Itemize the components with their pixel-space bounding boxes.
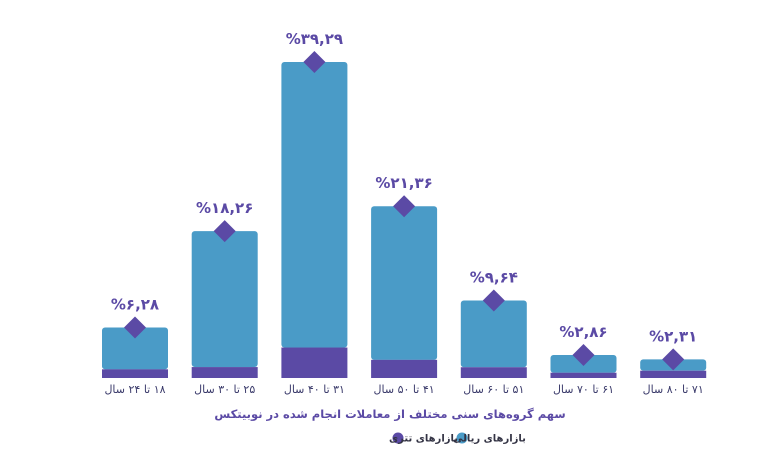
bar-rial-5	[460, 300, 527, 368]
chart-title: سهم گروه‌های سنی مختلف از معاملات انجام …	[214, 407, 565, 422]
category-label-3: ۳۱ تا ۴۰ سال	[284, 383, 345, 396]
bar-tether-3	[281, 347, 348, 378]
value-marker-5	[482, 289, 505, 312]
legend: بازارهای ریالی بازارهای تتری	[389, 432, 526, 445]
bar-tether-7	[640, 370, 707, 378]
bar-tether-1	[102, 369, 168, 378]
legend-label-tether: بازارهای تتری	[389, 434, 458, 445]
bar-tether-6	[550, 372, 617, 378]
value-label-5: %۹,۶۴	[470, 268, 518, 286]
legend-swatch-rial	[456, 432, 468, 444]
value-marker-3	[303, 51, 326, 73]
bar-rial-1	[102, 327, 168, 370]
legend-label-rial: بازارهای ریالی	[453, 434, 526, 445]
category-label-1: ۱۸ تا ۲۴ سال	[104, 383, 165, 396]
value-marker-2	[213, 220, 236, 243]
value-label-2: %۱۸,۲۶	[196, 199, 253, 217]
legend-item-rial: بازارهای ریالی	[453, 432, 526, 445]
category-label-4: ۴۱ تا ۵۰ سال	[374, 383, 435, 396]
legend-swatch-tether	[392, 432, 404, 444]
labels-layer: %۶,۲۸ ۱۸ تا ۲۴ سال %۱۸,۲۶ ۲۵ تا ۳۰ سال %۳۹,۲…	[104, 30, 703, 396]
value-label-4: %۲۱,۳۶	[375, 174, 432, 192]
bar-rial-3	[281, 62, 348, 348]
category-label-6: ۶۱ تا ۷۰ سال	[553, 383, 614, 396]
legend-item-tether: بازارهای تتری	[389, 432, 458, 445]
category-label-5: ۵۱ تا ۶۰ سال	[463, 383, 524, 396]
markers-layer	[124, 51, 685, 371]
bar-tether-2	[191, 367, 258, 378]
value-marker-1	[124, 316, 146, 339]
value-label-3: %۳۹,۲۹	[286, 30, 343, 48]
value-label-1: %۶,۲۸	[111, 295, 159, 313]
value-marker-7	[662, 348, 685, 371]
bar-rial-2	[191, 231, 258, 368]
value-marker-6	[572, 343, 595, 366]
value-label-6: %۲,۸۶	[559, 323, 607, 341]
value-label-7: %۲,۳۱	[649, 327, 697, 345]
bar-tether-4	[371, 359, 438, 378]
value-marker-4	[393, 195, 416, 218]
bar-tether-5	[460, 367, 527, 378]
bars-layer	[102, 62, 707, 378]
category-label-7: ۷۱ تا ۸۰ سال	[643, 383, 704, 396]
category-label-2: ۲۵ تا ۳۰ سال	[194, 383, 255, 396]
bar-rial-4	[371, 206, 438, 360]
